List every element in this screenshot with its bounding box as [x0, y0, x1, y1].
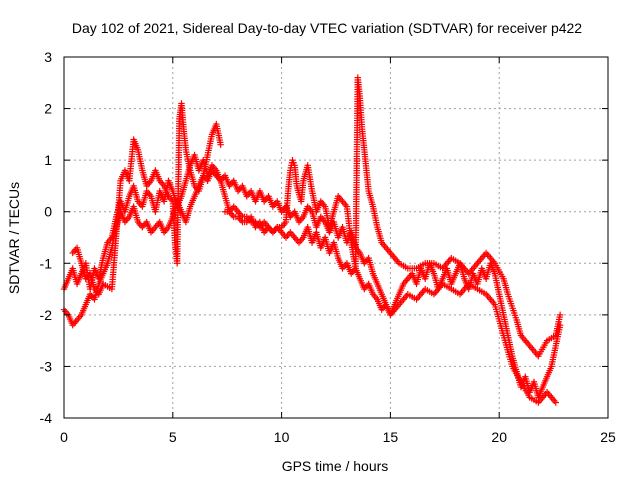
- x-tick-label: 15: [383, 429, 399, 445]
- y-tick-label: 3: [44, 49, 52, 65]
- x-axis-label: GPS time / hours: [282, 458, 389, 474]
- y-tick-label: 1: [44, 152, 52, 168]
- y-tick-label: 0: [44, 204, 52, 220]
- x-tick-label: 10: [274, 429, 290, 445]
- y-tick-label: -1: [40, 255, 53, 271]
- x-tick-label: 25: [600, 429, 616, 445]
- y-axis-label: SDTVAR / TECUs: [6, 182, 22, 294]
- plot-frame: [63, 56, 609, 419]
- y-tick-label: -2: [40, 307, 53, 323]
- series-track-2: [60, 167, 559, 406]
- series-track-3: [69, 100, 224, 298]
- data-point: [552, 399, 559, 406]
- data-point: [556, 311, 564, 319]
- x-tick-label: 5: [169, 429, 177, 445]
- y-tick-label: -4: [40, 410, 53, 426]
- data-points: [60, 74, 564, 406]
- series-track-4: [221, 74, 564, 360]
- data-point: [217, 141, 224, 148]
- chart-title: Day 102 of 2021, Sidereal Day-to-day VTE…: [72, 20, 582, 36]
- axis-ticks: 0 5 10 15 20 25 -4 -3 -2 -1 0 1 2 3: [40, 49, 616, 445]
- y-tick-label: -3: [40, 358, 53, 374]
- y-tick-label: 2: [44, 101, 52, 117]
- x-tick-label: 20: [491, 429, 507, 445]
- x-tick-label: 0: [60, 429, 68, 445]
